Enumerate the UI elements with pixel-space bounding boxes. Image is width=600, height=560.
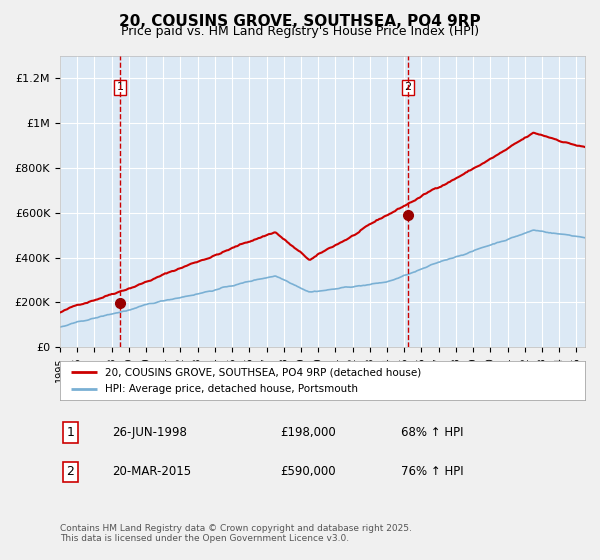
Text: £198,000: £198,000 bbox=[281, 426, 336, 439]
Text: 1: 1 bbox=[116, 82, 124, 92]
Text: 76% ↑ HPI: 76% ↑ HPI bbox=[401, 465, 464, 478]
Text: £590,000: £590,000 bbox=[281, 465, 336, 478]
Text: 20, COUSINS GROVE, SOUTHSEA, PO4 9RP (detached house): 20, COUSINS GROVE, SOUTHSEA, PO4 9RP (de… bbox=[104, 367, 421, 377]
Text: 20-MAR-2015: 20-MAR-2015 bbox=[113, 465, 191, 478]
Text: HPI: Average price, detached house, Portsmouth: HPI: Average price, detached house, Port… bbox=[104, 384, 358, 394]
Text: 20, COUSINS GROVE, SOUTHSEA, PO4 9RP: 20, COUSINS GROVE, SOUTHSEA, PO4 9RP bbox=[119, 14, 481, 29]
Text: 1: 1 bbox=[67, 426, 74, 439]
Text: Price paid vs. HM Land Registry's House Price Index (HPI): Price paid vs. HM Land Registry's House … bbox=[121, 25, 479, 38]
Text: 26-JUN-1998: 26-JUN-1998 bbox=[113, 426, 187, 439]
Text: 2: 2 bbox=[67, 465, 74, 478]
Text: 68% ↑ HPI: 68% ↑ HPI bbox=[401, 426, 464, 439]
Text: Contains HM Land Registry data © Crown copyright and database right 2025.
This d: Contains HM Land Registry data © Crown c… bbox=[60, 524, 412, 543]
Text: 2: 2 bbox=[404, 82, 412, 92]
